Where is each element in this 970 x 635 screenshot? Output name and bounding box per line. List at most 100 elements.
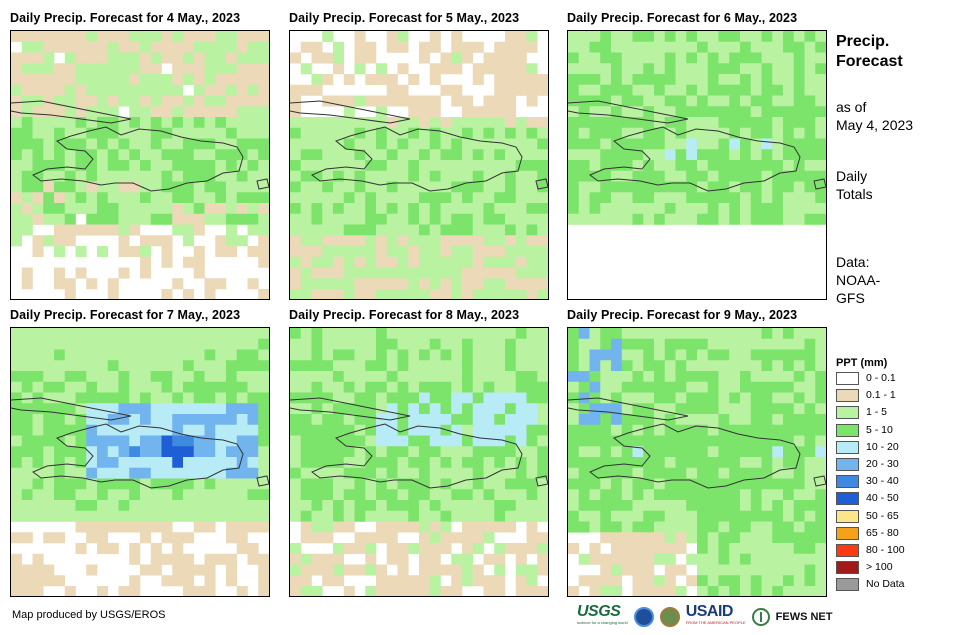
precip-cell <box>707 381 719 393</box>
precip-cell <box>526 74 538 86</box>
precip-cell <box>621 149 633 161</box>
precip-cell <box>64 510 76 522</box>
precip-cell <box>204 489 216 501</box>
precip-cell <box>354 235 366 247</box>
precip-cell <box>215 500 227 512</box>
legend-swatch <box>836 440 859 454</box>
precip-cell <box>311 52 323 64</box>
precip-cell <box>761 521 773 533</box>
precip-cell <box>815 371 826 383</box>
precip-cell <box>236 435 248 447</box>
precip-cell <box>707 181 719 193</box>
precip-cell <box>118 246 130 258</box>
precip-cell <box>505 256 517 268</box>
precip-cell <box>451 553 463 565</box>
precip-cell <box>376 106 388 118</box>
precip-cell <box>32 349 44 361</box>
precip-cell <box>376 446 388 458</box>
precip-cell <box>537 246 548 258</box>
precip-cell <box>729 532 741 544</box>
precip-cell <box>376 338 388 350</box>
precip-cell <box>697 521 709 533</box>
precip-cell <box>611 457 623 469</box>
precip-cell <box>172 478 184 490</box>
precip-cell <box>397 41 409 53</box>
precip-cell <box>290 278 302 290</box>
precip-cell <box>193 424 205 436</box>
precip-cell <box>118 149 130 161</box>
precip-cell <box>290 392 302 404</box>
precip-cell <box>772 414 784 426</box>
precip-cell <box>354 371 366 383</box>
precip-cell <box>600 435 612 447</box>
precip-cell <box>21 203 33 215</box>
precip-cell <box>86 435 98 447</box>
precip-cell <box>258 117 269 129</box>
precip-cell <box>354 41 366 53</box>
precip-cell <box>64 446 76 458</box>
precip-cell <box>440 446 452 458</box>
precip-cell <box>258 467 269 479</box>
precip-cell <box>258 170 269 182</box>
precip-cell <box>815 181 826 193</box>
precip-cell <box>204 192 216 204</box>
precip-cell <box>236 63 248 75</box>
precip-cell <box>632 203 644 215</box>
precip-cell <box>578 95 590 107</box>
precip-cell <box>611 74 623 86</box>
precip-cell <box>750 510 762 522</box>
precip-cell <box>632 84 644 96</box>
precip-cell <box>64 160 76 172</box>
precip-cell <box>204 403 216 415</box>
precip-cell <box>107 457 119 469</box>
precip-cell <box>483 371 495 383</box>
precip-cell <box>376 95 388 107</box>
precip-cell <box>258 446 269 458</box>
precip-cell <box>11 500 23 512</box>
precip-cell <box>226 95 238 107</box>
precip-cell <box>258 381 269 393</box>
precip-cell <box>311 371 323 383</box>
precip-cell <box>664 181 676 193</box>
precip-cell <box>675 95 687 107</box>
precip-cell <box>290 203 302 215</box>
precip-cell <box>343 457 355 469</box>
precip-cell <box>107 160 119 172</box>
precip-cell <box>815 52 826 64</box>
precip-cell <box>118 267 130 279</box>
precip-cell <box>107 149 119 161</box>
precip-cell <box>129 478 141 490</box>
precip-cell <box>311 424 323 436</box>
precip-cell <box>247 170 259 182</box>
precip-cell <box>86 338 98 350</box>
precip-cell <box>343 478 355 490</box>
precip-cell <box>664 349 676 361</box>
precip-cell <box>793 500 805 512</box>
precip-cell <box>215 138 227 150</box>
precip-cell <box>64 489 76 501</box>
precip-cell <box>729 543 741 555</box>
precip-cell <box>611 95 623 107</box>
precip-cell <box>354 532 366 544</box>
precip-cell <box>107 446 119 458</box>
precip-cell <box>172 127 184 139</box>
precip-cell <box>193 127 205 139</box>
precip-cell <box>462 424 474 436</box>
precip-cell <box>515 224 527 236</box>
precip-cell <box>589 500 601 512</box>
precip-cell <box>54 213 66 225</box>
precip-cell <box>750 63 762 75</box>
precip-cell <box>729 213 741 225</box>
precip-cell <box>718 328 730 340</box>
precip-cell <box>664 521 676 533</box>
precip-cell <box>697 435 709 447</box>
precip-cell <box>675 149 687 161</box>
precip-cell <box>632 414 644 426</box>
precip-cell <box>686 521 698 533</box>
precip-cell <box>772 149 784 161</box>
precip-cell <box>97 31 109 43</box>
precip-cell <box>311 138 323 150</box>
precip-cell <box>161 203 173 215</box>
precip-cell <box>515 467 527 479</box>
precip-cell <box>686 84 698 96</box>
